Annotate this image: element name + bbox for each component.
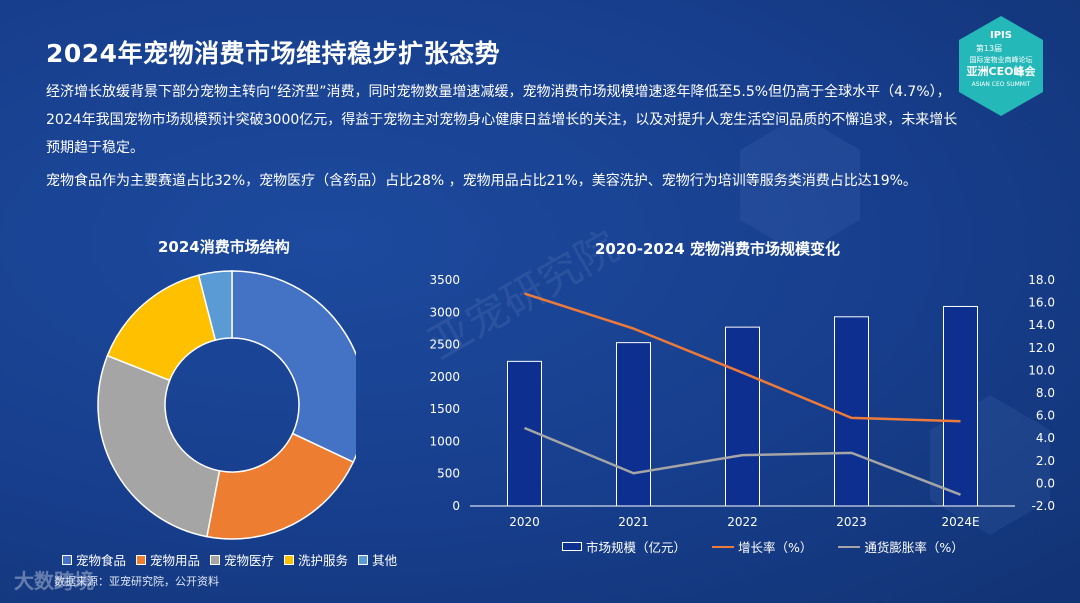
x-tick-0: 2020: [509, 515, 540, 529]
legend-swatch: [210, 554, 221, 565]
x-tick-1: 2021: [618, 515, 649, 529]
y-right-tick-6: 10.0: [1028, 363, 1055, 377]
x-tick-4: 2024E: [941, 515, 979, 529]
legend-swatch: [62, 554, 72, 565]
combo-chart-title: 2020-2024 宠物消费市场规模变化: [595, 240, 840, 258]
y-right-tick-2: 2.0: [1036, 454, 1055, 468]
y-right-tick-3: 4.0: [1036, 431, 1055, 445]
donut-slice-1: [206, 432, 355, 540]
bar-2023: [834, 316, 869, 507]
inflation-line: [524, 426, 961, 496]
legend-item-market-size: 市场规模（亿元）: [562, 537, 686, 556]
legend-label: 增长率（%）: [738, 540, 813, 555]
y-right-tick-9: 16.0: [1028, 296, 1055, 310]
legend-label: 市场规模（亿元）: [586, 540, 687, 555]
legend-swatch: [358, 554, 369, 565]
share-paragraph: 宠物食品作为主要赛道占比32%，宠物医疗（含药品）占比28% ，宠物用品占比21…: [46, 173, 917, 189]
y-right-tick-4: 6.0: [1036, 409, 1055, 423]
x-tick-3: 2023: [836, 515, 867, 529]
legend-item-medical: 宠物医疗: [210, 550, 274, 569]
logo-line2: 亚洲CEO峰会: [967, 64, 1037, 78]
donut-slice-0: [231, 270, 356, 464]
y-left-tick-1: 500: [437, 467, 460, 481]
y-left-tick-4: 2000: [429, 370, 460, 384]
legend-swatch: [838, 545, 861, 548]
logo-edition: 第13届: [976, 43, 1002, 53]
logo-brand: IPIS: [990, 30, 1012, 41]
legend-swatch: [712, 545, 735, 548]
legend-item-growth-rate: 增长率（%）: [712, 537, 812, 556]
legend-label: 洗护服务: [298, 553, 349, 568]
page-title: 2024年宠物消费市场维持稳步扩张态势: [46, 39, 501, 68]
y-left-tick-7: 3500: [429, 273, 460, 287]
y-left-tick-6: 3000: [429, 305, 460, 319]
legend-item-other: 其他: [358, 550, 397, 569]
legend-item-grooming: 洗护服务: [284, 550, 348, 569]
legend-label: 通货膨胀率（%）: [864, 540, 964, 555]
legend-label: 宠物用品: [150, 553, 201, 568]
bar-2024E: [943, 305, 978, 507]
legend-swatch: [136, 554, 147, 565]
donut-slice-4: [197, 270, 233, 342]
y-right-tick-5: 8.0: [1036, 386, 1055, 400]
legend-swatch: [562, 542, 582, 551]
y-left-tick-5: 2500: [429, 338, 460, 352]
y-right-tick-8: 14.0: [1028, 318, 1055, 332]
legend-swatch: [284, 554, 295, 565]
y-left-tick-3: 1500: [429, 402, 460, 416]
ipis-logo: IPIS 第13届 国际宠物业商峰论坛 亚洲CEO峰会 ASIAN CEO SU…: [955, 14, 1047, 118]
y-right-tick-10: 18.0: [1028, 273, 1055, 287]
donut-chart-title: 2024消费市场结构: [158, 238, 290, 256]
legend-label: 宠物医疗: [224, 553, 275, 568]
intro-paragraph: 经济增长放缓背景下部分宠物主转向“经济型”消费，同时宠物数量增速减缓，宠物消费市…: [46, 84, 958, 156]
y-right-tick-1: 0.0: [1036, 476, 1055, 490]
donut-legend: 宠物食品 宠物用品 宠物医疗 洗护服务 其他: [62, 550, 397, 569]
bar-2022: [725, 326, 760, 507]
donut-chart: [97, 270, 356, 540]
source-note: 数据来源：亚宠研究院，公开资料: [54, 575, 219, 588]
bar-2021: [616, 342, 651, 507]
y-left-tick-0: 0: [452, 499, 460, 513]
legend-item-inflation: 通货膨胀率（%）: [838, 537, 964, 556]
y-right-tick-7: 12.0: [1028, 341, 1055, 355]
legend-item-supplies: 宠物用品: [136, 550, 200, 569]
x-tick-2: 2022: [727, 515, 758, 529]
corner-watermark: 大数跨境: [14, 569, 94, 593]
donut-slice-2: [97, 354, 221, 538]
combo-legend: 市场规模（亿元） 增长率（%） 通货膨胀率（%）: [562, 537, 964, 556]
logo-line3: ASIAN CEO SUMMIT: [972, 81, 1031, 88]
y-left-tick-2: 1000: [429, 434, 460, 448]
logo-line1: 国际宠物业商峰论坛: [970, 55, 1033, 64]
legend-label: 宠物食品: [76, 553, 127, 568]
legend-label: 其他: [372, 553, 398, 568]
growth-rate-line: [524, 292, 961, 423]
combo-chart: 0 500 1000 1500 2000 2500 3000 3500 -2.0 0.0 2.0 4.…: [429, 273, 1055, 529]
y-right-tick-0: -2.0: [1032, 499, 1055, 513]
legend-item-food: 宠物食品: [62, 550, 126, 569]
